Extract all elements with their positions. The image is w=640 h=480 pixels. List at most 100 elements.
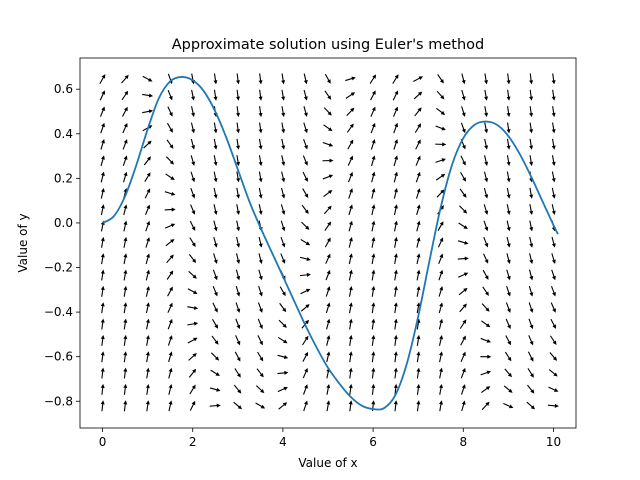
- slope-arrow: [550, 318, 557, 329]
- slope-arrow: [167, 89, 173, 101]
- x-tick-label: 8: [459, 435, 467, 449]
- slope-arrow: [168, 367, 173, 379]
- slope-arrow: [189, 237, 196, 248]
- slope-arrow: [458, 287, 468, 296]
- slope-arrow: [123, 253, 128, 265]
- slope-arrow: [213, 73, 218, 85]
- slope-arrow: [371, 334, 376, 346]
- slope-arrow: [415, 155, 421, 166]
- slope-arrow: [212, 318, 219, 329]
- slope-arrow: [236, 204, 241, 216]
- x-tick-label: 4: [279, 435, 287, 449]
- slope-arrow: [277, 336, 288, 344]
- slope-arrow: [324, 90, 332, 100]
- slope-arrow: [210, 352, 220, 361]
- slope-arrow: [213, 171, 218, 183]
- slope-arrow: [483, 253, 489, 264]
- slope-arrow: [529, 236, 534, 248]
- x-tick-label: 10: [546, 435, 561, 449]
- slope-arrow: [326, 351, 331, 363]
- slope-arrow: [529, 220, 534, 232]
- slope-arrow: [236, 187, 241, 199]
- y-tick-label: 0.2: [54, 171, 73, 185]
- slope-arrow: [189, 400, 196, 411]
- slope-arrow: [123, 367, 128, 379]
- slope-arrow: [255, 402, 266, 409]
- slope-arrow: [506, 204, 511, 216]
- slope-arrow: [258, 285, 263, 297]
- slope-arrow: [416, 220, 421, 232]
- slope-arrow: [348, 285, 353, 297]
- slope-arrow: [122, 122, 128, 134]
- slope-arrow: [100, 187, 105, 199]
- slope-arrow: [236, 220, 241, 232]
- slope-arrow: [236, 106, 241, 118]
- slope-arrow: [551, 138, 556, 150]
- slope-arrow: [348, 204, 353, 216]
- slope-arrow: [100, 383, 105, 395]
- slope-arrow: [483, 220, 489, 232]
- slope-arrow: [439, 351, 443, 363]
- slope-arrow: [326, 383, 331, 395]
- slope-arrow: [213, 122, 218, 134]
- slope-arrow: [123, 318, 128, 330]
- slope-arrow: [278, 402, 288, 410]
- slope-arrow: [302, 155, 308, 166]
- slope-arrow: [323, 124, 333, 132]
- slope-arrow: [529, 187, 534, 199]
- slope-arrow: [461, 73, 466, 85]
- slope-arrow: [551, 187, 556, 199]
- slope-arrow: [414, 107, 422, 117]
- slope-arrow: [303, 106, 308, 117]
- slope-arrow: [438, 253, 444, 264]
- slope-arrow: [122, 139, 128, 150]
- slope-arrow: [190, 204, 196, 215]
- slope-arrow: [323, 205, 332, 215]
- slope-arrow: [370, 90, 376, 101]
- slope-arrow: [326, 400, 331, 412]
- slope-arrow: [551, 89, 556, 101]
- slope-arrow: [99, 90, 105, 101]
- slope-arrow: [144, 188, 151, 199]
- slope-arrow: [281, 138, 286, 150]
- slope-arrow: [258, 122, 263, 134]
- slope-arrow: [281, 122, 286, 134]
- slope-arrow: [100, 155, 105, 167]
- slope-arrow: [439, 400, 443, 412]
- slope-arrow: [415, 188, 421, 199]
- slope-arrow: [529, 155, 534, 167]
- slope-arrow: [257, 318, 263, 330]
- slope-arrow: [188, 270, 197, 279]
- slope-arrow: [458, 222, 468, 229]
- slope-arrow: [481, 401, 490, 411]
- slope-arrow: [460, 367, 466, 379]
- slope-arrow: [168, 384, 173, 395]
- slope-arrow: [145, 400, 150, 412]
- slope-arrow: [165, 156, 175, 165]
- slope-arrow: [459, 205, 468, 214]
- slope-arrow: [213, 89, 218, 101]
- slope-field: [99, 73, 559, 412]
- slope-arrow: [505, 335, 511, 346]
- slope-arrow: [436, 107, 446, 115]
- slope-arrow: [483, 187, 489, 199]
- slope-arrow: [483, 204, 489, 215]
- y-tick-label: −0.6: [44, 350, 73, 364]
- slope-arrow: [346, 107, 355, 116]
- slope-arrow: [301, 221, 310, 230]
- slope-arrow: [484, 73, 489, 85]
- slope-arrow: [528, 285, 534, 297]
- slope-arrow: [190, 187, 196, 199]
- slope-arrow: [506, 122, 511, 134]
- slope-arrow: [324, 73, 331, 84]
- slope-arrow: [348, 220, 353, 232]
- slope-arrow: [460, 335, 466, 346]
- slope-arrow: [145, 318, 150, 330]
- slope-arrow: [347, 155, 353, 166]
- slope-arrow: [461, 106, 466, 117]
- slope-arrow: [461, 400, 466, 412]
- slope-arrow: [167, 106, 173, 117]
- slope-arrow: [236, 138, 241, 150]
- slope-arrow: [435, 158, 446, 163]
